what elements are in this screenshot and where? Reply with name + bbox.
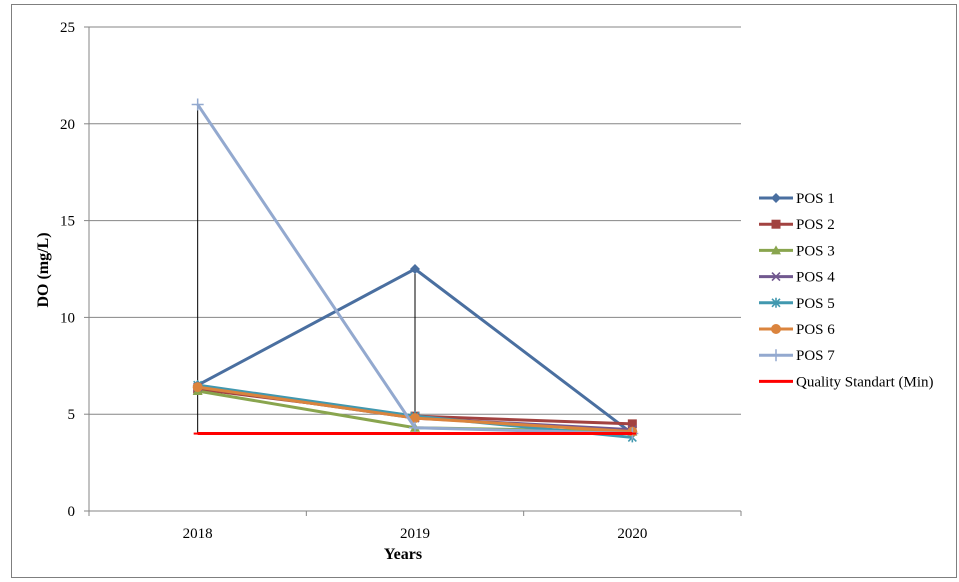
legend-label: POS 6	[796, 322, 835, 338]
legend-item: POS 2	[759, 217, 835, 233]
legend-label: POS 5	[796, 296, 835, 312]
legend-marker	[771, 324, 781, 334]
legend-marker	[770, 349, 782, 362]
data-point	[191, 98, 204, 111]
legend-marker	[771, 193, 781, 203]
legend-item: POS 1	[759, 191, 835, 207]
legend-item: POS 7	[759, 348, 835, 364]
y-tick-label: 25	[60, 20, 75, 36]
data-point	[410, 413, 420, 424]
x-tick-label: 2018	[183, 526, 213, 542]
x-tick-labels: 2018 2019 2020	[183, 526, 648, 542]
y-axis-title: DO (mg/L)	[35, 232, 52, 307]
x-axis-title: Years	[384, 546, 422, 563]
data-point	[410, 264, 420, 274]
legend-label: POS 4	[796, 270, 835, 286]
y-tick-label: 10	[60, 310, 75, 326]
x-tick-label: 2020	[617, 526, 647, 542]
data-point	[627, 419, 637, 429]
legend-item: POS 4	[759, 270, 835, 286]
chart-frame: 0 5 10 15 20 25 2018 2019 2020 Years DO (mg/L) …	[11, 4, 957, 578]
legend-marker	[771, 219, 781, 229]
legend-label: POS 7	[796, 348, 835, 364]
legend-marker	[771, 272, 781, 282]
y-tick-label: 5	[68, 407, 76, 423]
legend-label: POS 3	[796, 243, 835, 259]
legend-item: Quality Standart (Min)	[759, 374, 933, 390]
series-6	[192, 382, 638, 437]
legend-marker	[771, 245, 781, 255]
legend-item: POS 6	[759, 322, 835, 338]
x-tick-label: 2019	[400, 526, 430, 542]
series-group	[191, 98, 639, 443]
legend-item: POS 5	[759, 296, 835, 312]
legend-item: POS 3	[759, 243, 835, 259]
legend-label: POS 2	[796, 217, 835, 233]
y-tick-labels: 0 5 10 15 20 25	[60, 20, 75, 520]
y-tick-label: 0	[68, 504, 76, 520]
legend: POS 1 POS 2 POS 3 POS 4 POS 5 POS 6 POS 7 Quali…	[759, 191, 933, 390]
legend-label: Quality Standart (Min)	[796, 374, 933, 390]
legend-marker	[771, 297, 781, 308]
legend-label: POS 1	[796, 191, 835, 207]
data-point	[409, 421, 421, 434]
y-tick-label: 20	[60, 117, 75, 133]
data-point	[192, 382, 203, 393]
y-tick-label: 15	[60, 214, 75, 230]
